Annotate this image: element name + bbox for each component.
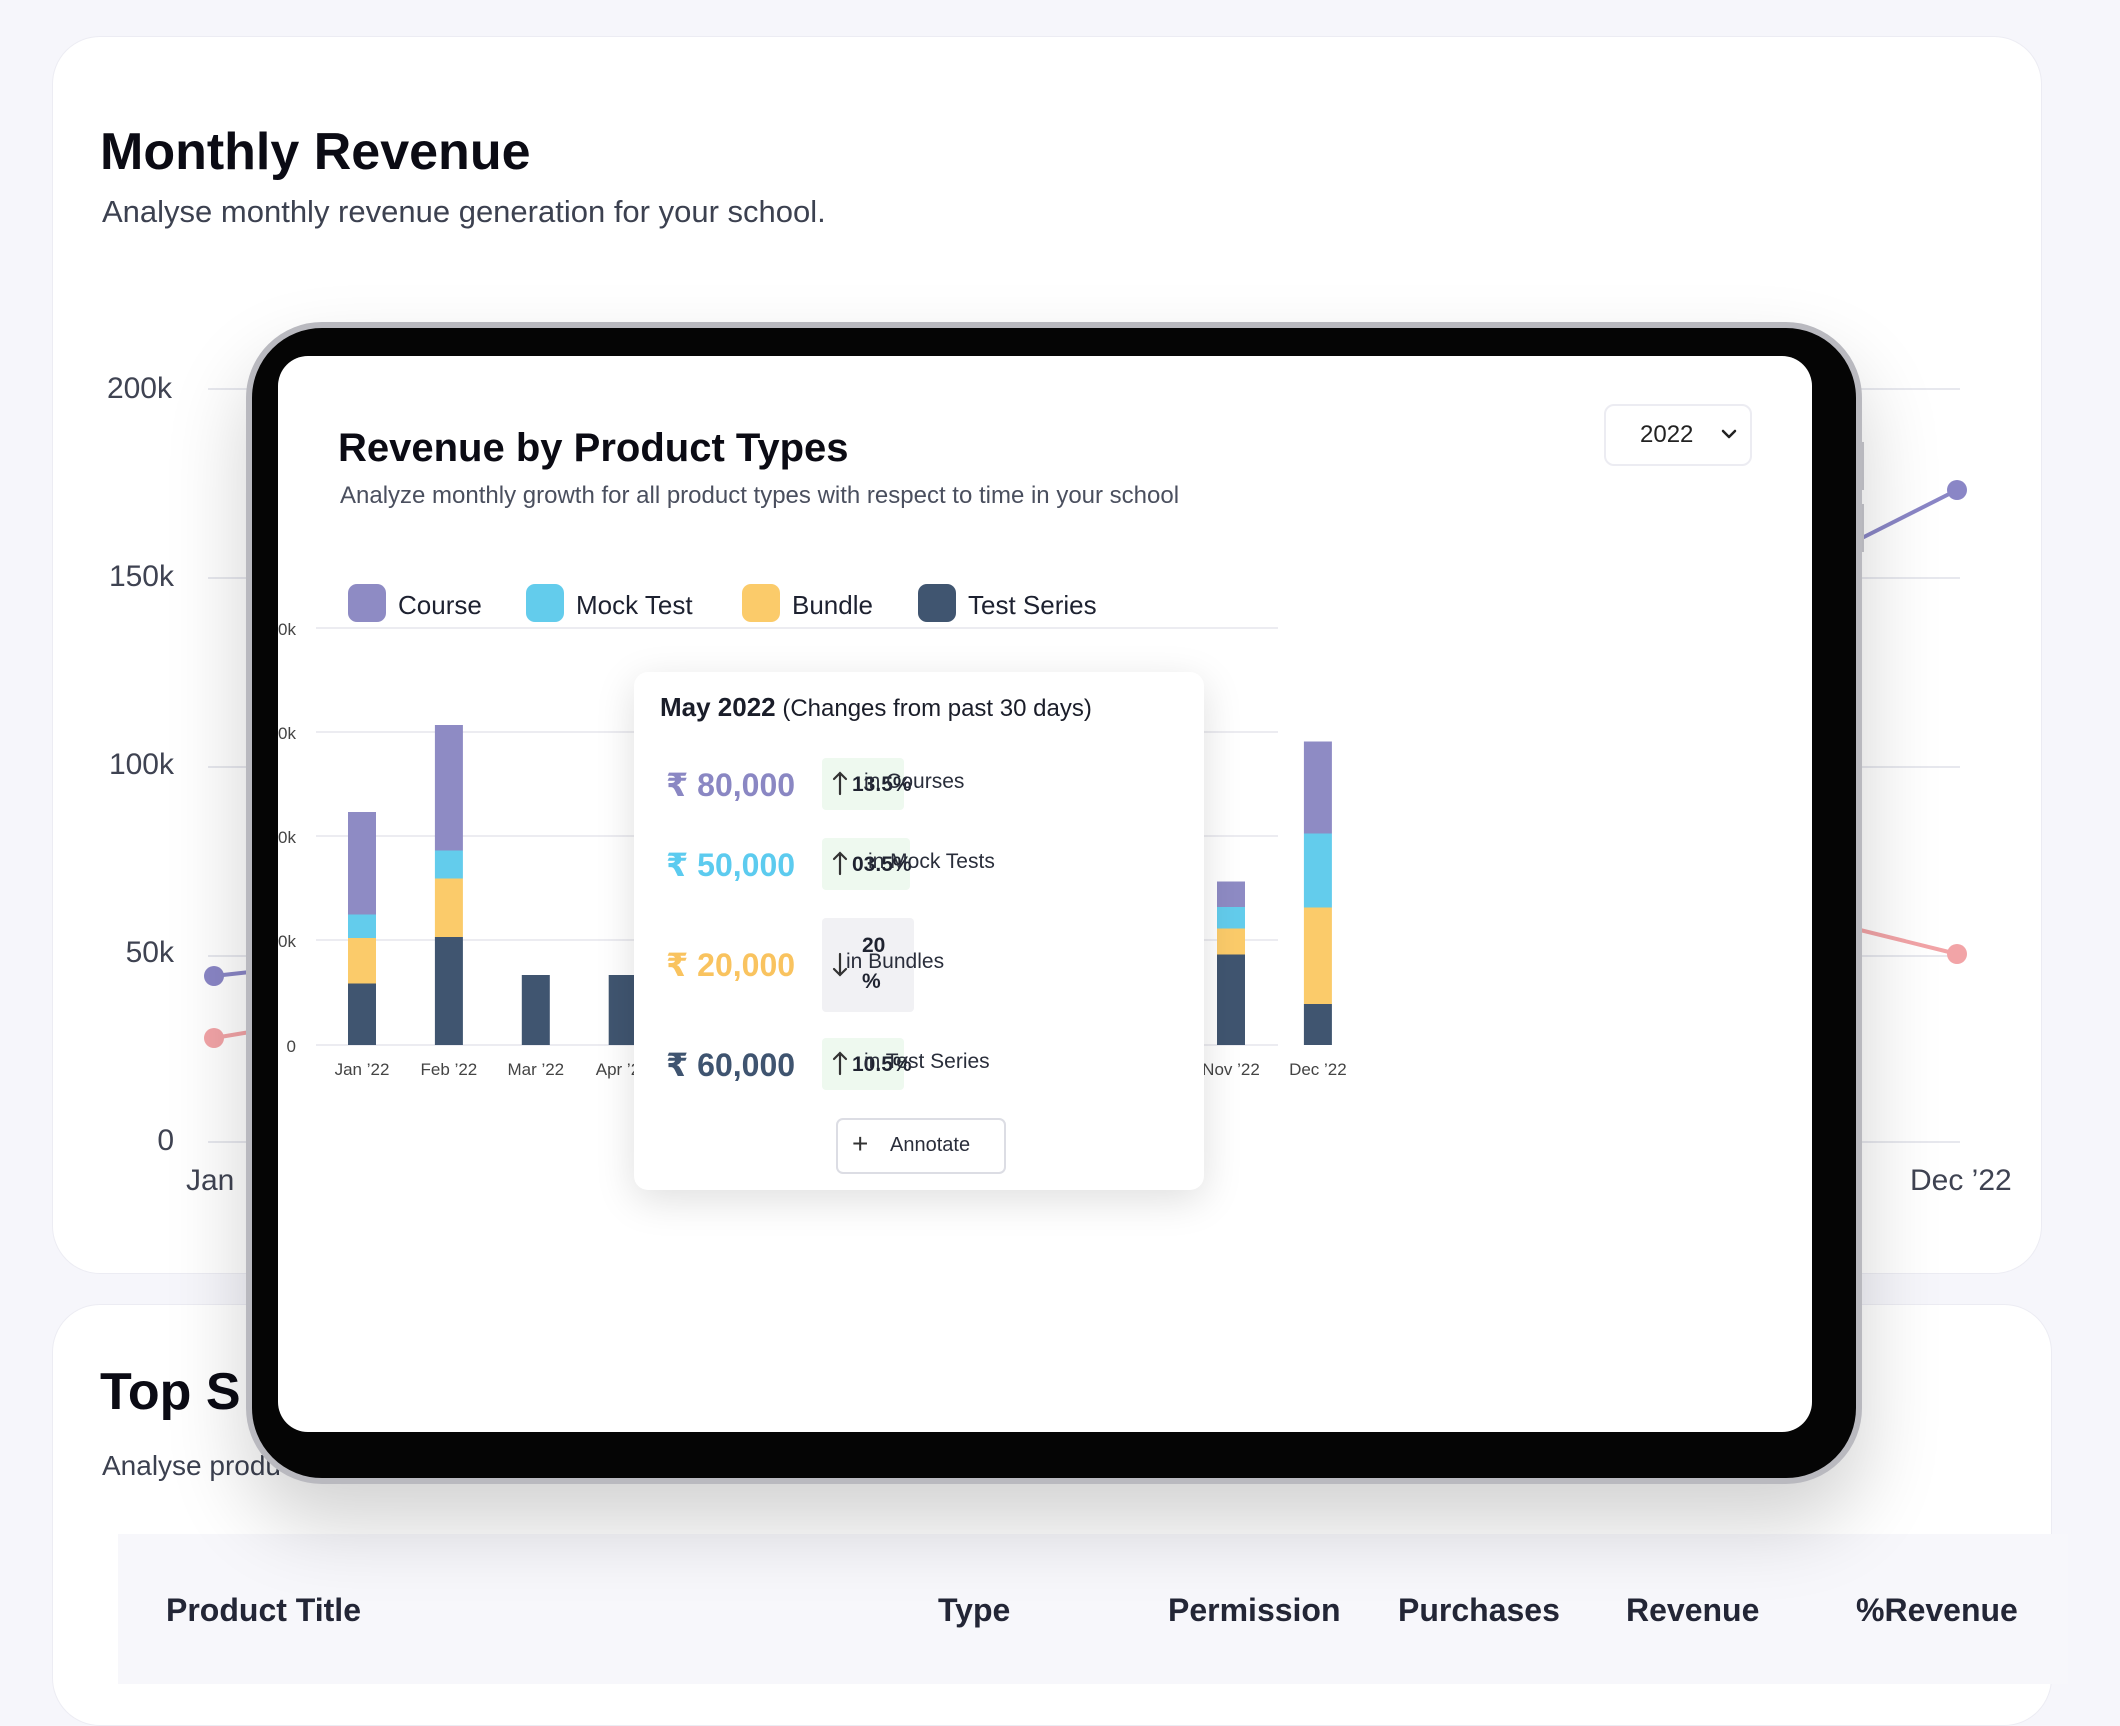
y-tick-label: 150k [108,560,174,593]
change-badge-up: 13.5% [822,758,912,810]
column-header-permission[interactable]: Permission [1168,1592,1341,1628]
y-tick-label: 200k [106,372,172,405]
tooltip-note: (Changes from past 30 days) [782,695,1092,722]
bar-segment-mock-test[interactable] [1217,907,1245,929]
y-tick-label: 50k [125,936,174,969]
year-select-value: 2022 [1640,421,1694,448]
top-products-title: Top S [100,1363,241,1421]
panel-subtitle: Analyze monthly growth for all product t… [340,482,1180,509]
column-header-percent-revenue[interactable]: %Revenue [1856,1592,2018,1628]
x-tick-label: Feb ’22 [421,1060,478,1079]
change-value: 10.5% [852,1053,912,1076]
revenue-line-segment [1851,926,1958,956]
x-tick-label: Nov ’22 [1202,1060,1260,1079]
bar-segment-bundle[interactable] [1303,907,1332,1005]
y-tick-label: 500k [278,724,296,743]
bar-segment-course[interactable] [434,725,463,851]
revenue-by-product-types-panel: Revenue by Product Types Analyze monthly… [278,356,1812,1432]
course-line-point [1947,480,1967,500]
legend-swatch [348,584,386,622]
x-tick-label: Mar ’22 [507,1060,564,1079]
legend-label: Bundle [792,590,873,620]
bar-segment-test-series[interactable] [1217,954,1245,1046]
tooltip-label: in Test Series [864,1050,990,1073]
change-value: 20 [862,934,886,957]
tooltip-label: in Mock Tests [868,850,995,873]
plus-icon: + [852,1128,869,1159]
month-tooltip: May 2022 (Changes from past 30 days) ₹ 8… [634,672,1204,1190]
bar-segment-bundle[interactable] [348,938,376,984]
table-header [118,1534,2068,1684]
bar-segment-mock-test[interactable] [434,850,463,879]
annotate-button[interactable]: + Annotate [836,1118,1006,1174]
legend-swatch [918,584,956,622]
tooltip-amount-test-series: ₹ 60,000 [666,1047,796,1083]
column-header-product-title[interactable]: Product Title [166,1592,361,1628]
x-tick-label: Jan ’22 [335,1060,390,1079]
course-line-point [204,966,224,986]
tooltip-label: in Courses [864,770,965,793]
y-tick-label: 0 [287,1037,296,1056]
top-products-subtitle: Analyse produ [102,1450,282,1481]
arrow-up-icon [832,1051,848,1076]
y-tick-label: 700k [278,620,296,639]
change-badge-up: 03.5% [822,838,912,890]
bar-segment-mock-test[interactable] [348,914,376,939]
column-header-type[interactable]: Type [938,1592,1011,1628]
bar-segment-test-series[interactable] [1303,1004,1332,1045]
change-value: 13.5% [852,773,912,796]
legend-label: Mock Test [576,590,693,620]
change-badge-down: 20 % [822,918,914,1012]
x-axis-start-label: Jan [186,1164,235,1197]
bar-segment-course[interactable] [1303,741,1332,834]
bar-segment-test-series[interactable] [434,937,463,1045]
change-value: 03.5% [852,853,912,876]
tooltip-label: in Bundles [846,950,945,973]
monthly-revenue-subtitle: Analyse monthly revenue generation for y… [102,194,826,229]
x-tick-label: Dec ’22 [1289,1060,1347,1079]
bar-segment-bundle[interactable] [1217,928,1245,955]
bar-segment-test-series[interactable] [521,975,550,1045]
monthly-revenue-title: Monthly Revenue [100,123,531,181]
change-unit: % [862,970,881,993]
chevron-down-icon [1721,429,1737,439]
annotate-label: Annotate [890,1134,971,1156]
legend-label: Course [398,590,482,620]
tooltip-header: May 2022 (Changes from past 30 days) [660,692,1092,723]
bar-segment-bundle[interactable] [434,878,463,938]
column-header-purchases[interactable]: Purchases [1398,1592,1560,1628]
column-header-revenue[interactable]: Revenue [1626,1592,1760,1628]
bar-segment-mock-test[interactable] [1303,833,1332,908]
legend-swatch [526,584,564,622]
legend-swatch [742,584,780,622]
arrow-up-icon [832,851,848,876]
tooltip-month: May 2022 [660,692,776,722]
y-tick-label: 100k [278,932,296,951]
revenue-line-point [1947,944,1967,964]
y-tick-label: 300k [278,828,296,847]
bar-segment-test-series[interactable] [608,975,637,1045]
arrow-up-icon [832,771,848,796]
tooltip-amount-mock-tests: ₹ 50,000 [666,847,796,883]
revenue-line-point [204,1028,224,1048]
x-axis-end-label: Dec ’22 [1910,1164,2012,1197]
bar-segment-course[interactable] [1217,881,1245,908]
tooltip-amount-courses: ₹ 80,000 [666,767,796,803]
course-line-segment [1857,488,1958,542]
y-tick-label: 0 [157,1124,174,1157]
year-select[interactable]: 2022 [1604,404,1752,466]
bar-segment-test-series[interactable] [348,983,376,1046]
legend-label: Test Series [968,590,1097,620]
bar-segment-course[interactable] [348,812,376,915]
change-badge-up: 10.5% [822,1038,912,1090]
tooltip-amount-bundles: ₹ 20,000 [666,947,796,983]
arrow-down-icon [832,952,848,977]
y-tick-label: 100k [108,748,174,781]
panel-title: Revenue by Product Types [338,426,849,470]
